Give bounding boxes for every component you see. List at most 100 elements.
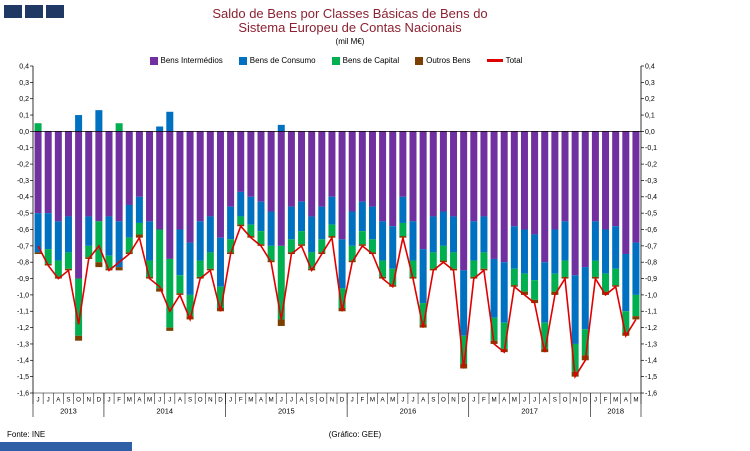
legend-swatch-3	[415, 56, 424, 65]
legend-item-bens-de-consumo: Bens de Consumo	[238, 56, 316, 65]
total-line	[37, 224, 637, 379]
svg-text:A: A	[502, 397, 507, 404]
svg-text:N: N	[86, 397, 90, 404]
svg-text:A: A	[56, 397, 61, 404]
svg-text:0,0: 0,0	[645, 129, 655, 136]
y-axis-labels: 0,4 0,4 0,3 0,3 0,2 0,2 0,1 0,1 0,0 0,0 -0,1 -0,1 -0…	[17, 63, 657, 397]
svg-text:-0,9: -0,9	[17, 276, 29, 283]
window-deco-square	[46, 5, 64, 18]
svg-text:F: F	[604, 397, 608, 404]
source-note: Fonte: INE	[7, 430, 46, 439]
svg-text:N: N	[208, 397, 212, 404]
svg-text:J: J	[280, 397, 283, 404]
svg-text:O: O	[198, 397, 203, 404]
svg-text:-0,8: -0,8	[645, 260, 657, 267]
svg-text:M: M	[633, 397, 638, 404]
svg-text:-1,4: -1,4	[645, 358, 657, 365]
legend-swatch-1	[238, 56, 247, 65]
svg-text:M: M	[491, 397, 496, 404]
svg-text:M: M	[147, 397, 152, 404]
svg-text:F: F	[239, 397, 243, 404]
axes	[32, 66, 642, 394]
svg-text:-1,1: -1,1	[17, 309, 29, 316]
svg-text:M: M	[512, 397, 517, 404]
svg-text:J: J	[37, 397, 40, 404]
svg-text:J: J	[290, 397, 293, 404]
x-axis	[32, 393, 642, 404]
credit-note: (Gráfico: GEE)	[328, 430, 382, 439]
svg-text:-0,1: -0,1	[17, 145, 29, 152]
svg-text:-1,1: -1,1	[645, 309, 657, 316]
legend-swatch-4	[486, 59, 503, 62]
svg-text:A: A	[299, 397, 304, 404]
legend-label: Bens de Consumo	[249, 56, 316, 65]
svg-text:S: S	[188, 397, 192, 404]
svg-text:-0,6: -0,6	[645, 227, 657, 234]
svg-text:N: N	[451, 397, 455, 404]
svg-text:N: N	[573, 397, 577, 404]
svg-text:2018: 2018	[607, 407, 624, 416]
legend-item-total: Total	[486, 56, 523, 65]
svg-text:O: O	[563, 397, 568, 404]
svg-text:-0,6: -0,6	[17, 227, 29, 234]
svg-text:-0,3: -0,3	[17, 178, 29, 185]
svg-text:-1,2: -1,2	[645, 325, 657, 332]
svg-text:M: M	[390, 397, 395, 404]
svg-text:J: J	[594, 397, 597, 404]
svg-text:S: S	[553, 397, 557, 404]
svg-text:F: F	[117, 397, 121, 404]
window-deco-square	[25, 5, 43, 18]
svg-text:-0,5: -0,5	[17, 211, 29, 218]
svg-text:D: D	[97, 397, 102, 404]
svg-text:J: J	[523, 397, 526, 404]
svg-text:-0,9: -0,9	[645, 276, 657, 283]
svg-text:J: J	[351, 397, 354, 404]
svg-text:J: J	[401, 397, 404, 404]
svg-text:J: J	[411, 397, 414, 404]
svg-text:-0,2: -0,2	[17, 162, 29, 169]
svg-text:0,3: 0,3	[645, 80, 655, 87]
legend-label: Bens Intermédios	[160, 56, 223, 65]
svg-text:D: D	[340, 397, 345, 404]
svg-text:-0,7: -0,7	[17, 243, 29, 250]
svg-text:M: M	[269, 397, 274, 404]
svg-text:D: D	[461, 397, 466, 404]
legend-swatch-0	[149, 56, 158, 65]
svg-text:-1,6: -1,6	[17, 390, 29, 397]
svg-text:2016: 2016	[400, 407, 417, 416]
svg-text:S: S	[431, 397, 435, 404]
svg-text:A: A	[543, 397, 548, 404]
svg-text:-0,8: -0,8	[17, 260, 29, 267]
window-deco-square	[4, 5, 22, 18]
legend-label: Outros Bens	[426, 56, 471, 65]
svg-text:2014: 2014	[156, 407, 173, 416]
svg-text:N: N	[330, 397, 334, 404]
svg-text:A: A	[178, 397, 183, 404]
svg-text:-0,3: -0,3	[645, 178, 657, 185]
svg-text:M: M	[370, 397, 375, 404]
svg-text:A: A	[259, 397, 264, 404]
svg-text:F: F	[360, 397, 364, 404]
svg-text:0,4: 0,4	[645, 63, 655, 70]
svg-text:0,3: 0,3	[19, 80, 29, 87]
svg-text:-0,5: -0,5	[645, 211, 657, 218]
svg-text:-1,5: -1,5	[17, 374, 29, 381]
svg-text:D: D	[218, 397, 223, 404]
svg-text:-1,0: -1,0	[645, 292, 657, 299]
svg-text:-0,7: -0,7	[645, 243, 657, 250]
svg-text:J: J	[158, 397, 161, 404]
y-axis-ticks	[30, 65, 644, 394]
svg-text:0,1: 0,1	[645, 112, 655, 119]
legend-label: Total	[505, 56, 523, 65]
svg-text:M: M	[127, 397, 132, 404]
svg-text:-1,2: -1,2	[17, 325, 29, 332]
legend-item-bens-intermedios: Bens Intermédios	[149, 56, 223, 65]
svg-text:O: O	[441, 397, 446, 404]
bottom-accent-bar	[0, 442, 132, 451]
svg-text:0,4: 0,4	[19, 63, 29, 70]
svg-text:-1,3: -1,3	[17, 341, 29, 348]
svg-text:A: A	[624, 397, 629, 404]
svg-text:-1,5: -1,5	[645, 374, 657, 381]
svg-text:-0,1: -0,1	[645, 145, 657, 152]
